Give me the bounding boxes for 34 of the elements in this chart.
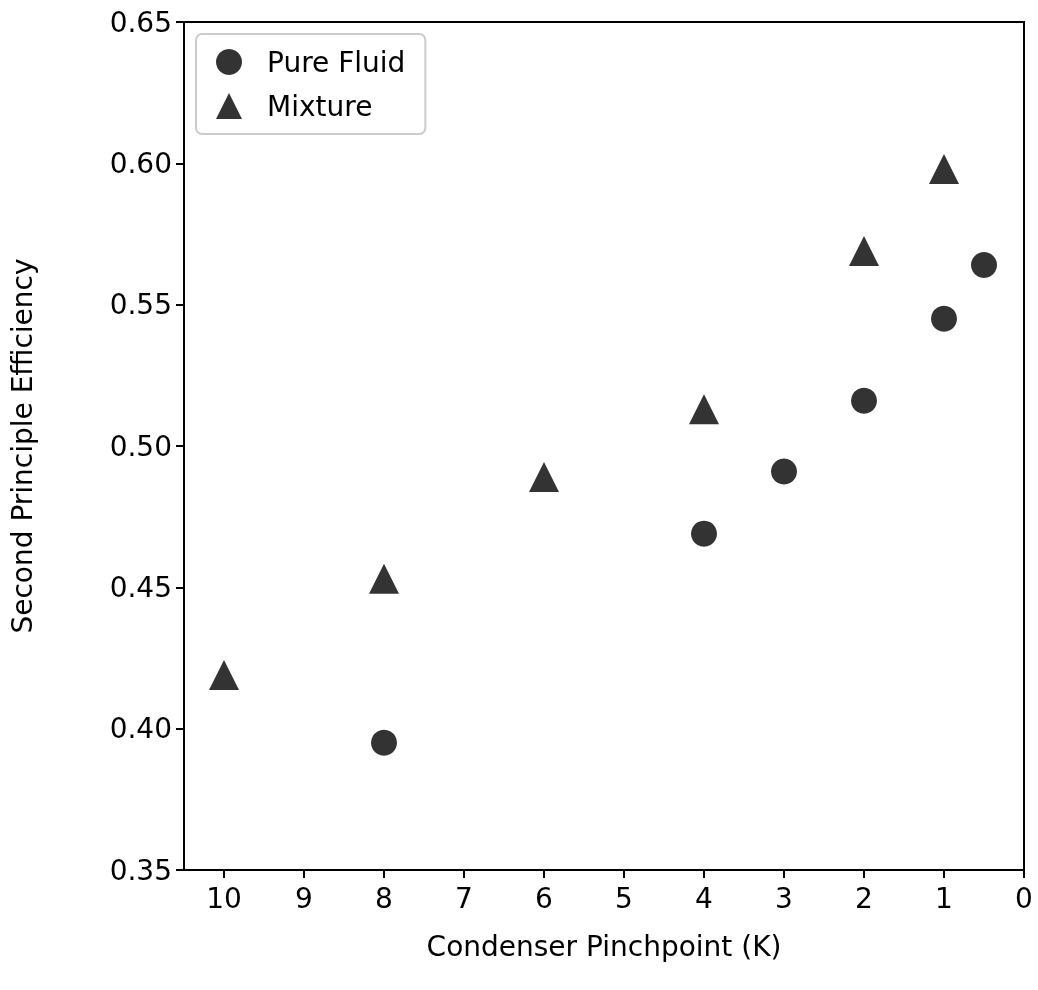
x-tick-label: 7 — [455, 881, 473, 915]
legend-label: Mixture — [267, 89, 373, 123]
legend-label: Pure Fluid — [267, 45, 406, 79]
point — [691, 520, 717, 547]
x-axis-title: Condenser Pinchpoint (K) — [426, 929, 782, 963]
x-tick-label: 2 — [855, 881, 873, 915]
y-tick-label: 0.45 — [109, 570, 172, 604]
x-tick-label: 1 — [935, 881, 953, 915]
x-tick-label: 10 — [206, 881, 242, 915]
x-tick-label: 4 — [695, 881, 713, 915]
y-tick-label: 0.60 — [109, 146, 172, 180]
point — [529, 462, 559, 493]
x-tick-label: 5 — [615, 881, 633, 915]
y-tick-label: 0.65 — [109, 5, 172, 39]
point — [369, 563, 399, 594]
point — [929, 153, 959, 184]
point — [771, 458, 797, 485]
point — [689, 394, 719, 425]
point — [849, 235, 879, 266]
point — [851, 387, 877, 414]
point — [931, 305, 957, 332]
x-tick-label: 0 — [1015, 881, 1033, 915]
y-tick-label: 0.55 — [109, 288, 172, 322]
y-axis-title: Second Principle Efficiency — [5, 258, 39, 634]
x-tick-label: 9 — [295, 881, 313, 915]
x-tick-label: 6 — [535, 881, 553, 915]
y-tick-label: 0.40 — [109, 712, 172, 746]
point — [371, 729, 397, 756]
point — [209, 659, 239, 690]
x-tick-label: 3 — [775, 881, 793, 915]
y-tick-label: 0.50 — [109, 429, 172, 463]
x-tick-label: 8 — [375, 881, 393, 915]
point — [971, 252, 997, 279]
y-tick-label: 0.35 — [109, 853, 172, 887]
